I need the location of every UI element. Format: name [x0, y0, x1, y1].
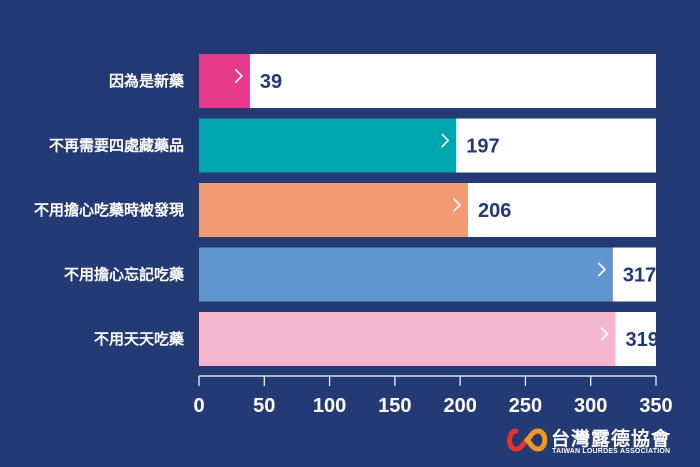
category-label: 不用擔心忘記吃藥 [64, 266, 185, 284]
data-label: 206 [478, 200, 511, 222]
logo: 台灣露德協會 TAIWAN LOURDES ASSOCIATION [505, 425, 685, 459]
bar [199, 312, 616, 366]
bar [199, 183, 468, 237]
data-label: 319 [626, 329, 659, 351]
bar-chevron-icon [598, 262, 606, 277]
x-tick-label: 200 [443, 395, 476, 417]
x-tick-label: 350 [639, 395, 672, 417]
data-label: 197 [466, 136, 499, 158]
x-tick-label: 100 [313, 395, 346, 417]
x-tick-label: 0 [193, 395, 204, 417]
category-label: 不用天天吃藥 [94, 330, 185, 348]
bar-chevron-icon [441, 133, 450, 148]
data-label: 317 [623, 265, 656, 287]
bar [199, 247, 613, 302]
x-tick-label: 300 [574, 395, 607, 417]
bar-chevron-icon [453, 198, 461, 212]
bars-layer: 39 因為是新藥 197 不再需要四處藏藥品 206 不用擔心吃藥時被發現 317 不用擔心忘… [34, 54, 659, 366]
category-label: 不再需要四處藏藥品 [49, 137, 184, 155]
infinity-logo-icon [507, 428, 548, 452]
x-tick-label: 250 [509, 395, 542, 417]
bar [199, 118, 457, 173]
bar [199, 54, 250, 108]
x-tick-label: 150 [378, 395, 411, 417]
bar-chevron-icon [600, 327, 609, 341]
data-label: 39 [260, 71, 282, 93]
category-label: 不用擔心吃藥時被發現 [34, 201, 184, 219]
x-tick-label: 50 [253, 395, 275, 417]
logo-name-zh: 台灣露德協會 [551, 428, 672, 450]
category-label: 因為是新藥 [109, 72, 185, 90]
bar-chevron-icon [235, 69, 243, 83]
x-axis: 0 50 100 150 200 250 300 350 [193, 375, 673, 417]
logo-name-en: TAIWAN LOURDES ASSOCIATION [552, 448, 671, 455]
bar-track [199, 54, 656, 108]
